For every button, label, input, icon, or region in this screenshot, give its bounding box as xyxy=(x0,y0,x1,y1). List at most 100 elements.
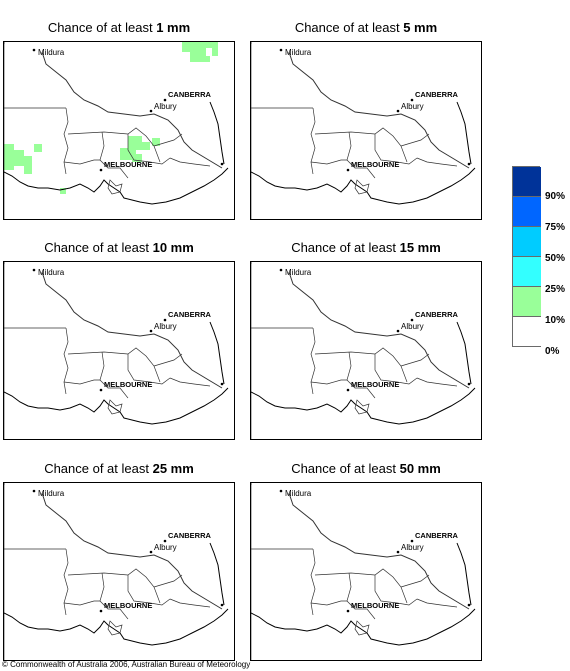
region-boundary xyxy=(416,377,458,387)
victoria-base-map: Mildura CANBERRA Albury MELBOURNE xyxy=(4,42,229,219)
region-boundary xyxy=(67,568,161,604)
city-marker xyxy=(149,550,153,554)
coastline xyxy=(4,608,229,646)
rain-probability-cell xyxy=(34,144,42,152)
region-boundary xyxy=(63,327,69,395)
city-marker xyxy=(396,329,400,333)
legend-swatch xyxy=(513,257,541,287)
panel-title: Chance of at least 5 mm xyxy=(294,20,438,35)
region-boundary xyxy=(209,321,225,385)
albury-label: Albury xyxy=(154,102,177,111)
city-marker xyxy=(346,609,350,613)
region-boundary xyxy=(169,157,211,167)
legend-label-50: 50% xyxy=(545,253,566,264)
region-boundary xyxy=(416,157,458,167)
region-boundary xyxy=(127,354,171,385)
mildura-label: Mildura xyxy=(38,489,65,498)
region-boundary xyxy=(63,379,100,385)
region-boundary xyxy=(63,548,69,616)
region-boundary xyxy=(374,134,418,165)
city-marker xyxy=(467,382,471,386)
panel-title: Chance of at least 25 mm xyxy=(44,461,194,476)
region-boundary xyxy=(310,548,316,616)
victoria-map: Mildura CANBERRA Albury MELBOURNE xyxy=(250,41,482,220)
region-boundary xyxy=(209,542,225,606)
region-boundary xyxy=(456,542,472,606)
region-boundary xyxy=(251,483,470,610)
albury-label: Albury xyxy=(401,543,424,552)
victoria-map: Mildura CANBERRA Albury MELBOURNE xyxy=(250,482,482,661)
city-marker xyxy=(467,603,471,607)
region-boundary xyxy=(346,351,376,399)
rain-probability-cell xyxy=(128,136,142,150)
victoria-base-map: Mildura CANBERRA Albury MELBOURNE xyxy=(4,483,229,660)
region-boundary xyxy=(107,399,123,415)
city-marker xyxy=(279,48,283,52)
city-marker xyxy=(99,388,103,392)
legend-swatch xyxy=(513,317,541,347)
city-marker xyxy=(149,109,153,113)
legend-swatch xyxy=(513,227,541,257)
region-boundary xyxy=(400,353,430,367)
city-marker xyxy=(32,48,36,52)
legend-swatch xyxy=(513,197,541,227)
coastline xyxy=(251,387,476,425)
city-marker xyxy=(279,268,283,272)
region-boundary xyxy=(169,598,211,608)
rain-probability-cell xyxy=(202,56,210,62)
region-boundary xyxy=(314,347,408,383)
region-boundary xyxy=(314,568,408,604)
albury-label: Albury xyxy=(401,322,424,331)
copyright-notice: © Commonwealth of Australia 2006, Austra… xyxy=(2,660,251,669)
coastline xyxy=(4,167,229,205)
canberra-label: CANBERRA xyxy=(168,90,212,99)
rain-probability-cell xyxy=(14,150,24,166)
region-boundary xyxy=(127,575,171,606)
region-boundary xyxy=(310,159,347,165)
region-boundary xyxy=(63,107,69,175)
canberra-label: CANBERRA xyxy=(415,310,459,319)
city-marker xyxy=(396,109,400,113)
region-boundary xyxy=(354,179,370,195)
region-boundary xyxy=(346,131,376,179)
mildura-label: Mildura xyxy=(38,268,65,277)
rain-probability-cell xyxy=(182,42,196,52)
region-boundary xyxy=(456,321,472,385)
rain-probability-cell xyxy=(206,42,218,48)
city-marker xyxy=(346,388,350,392)
region-boundary xyxy=(169,377,211,387)
canberra-label: CANBERRA xyxy=(415,90,459,99)
albury-label: Albury xyxy=(154,322,177,331)
canberra-label: CANBERRA xyxy=(415,531,459,540)
panel-title: Chance of at least 1 mm xyxy=(47,20,191,35)
region-boundary xyxy=(107,620,123,636)
city-marker xyxy=(220,603,224,607)
region-boundary xyxy=(127,134,171,165)
albury-label: Albury xyxy=(401,102,424,111)
legend-color-scale xyxy=(512,166,541,347)
legend-label-10: 10% xyxy=(545,315,566,326)
city-marker xyxy=(163,98,167,102)
city-marker xyxy=(346,168,350,172)
city-marker xyxy=(410,539,414,543)
rain-probability-cell xyxy=(132,154,142,162)
rain-probability-cell xyxy=(60,188,66,194)
region-boundary xyxy=(416,598,458,608)
region-boundary xyxy=(99,572,129,620)
region-boundary xyxy=(99,351,129,399)
panel-title: Chance of at least 15 mm xyxy=(291,240,441,255)
region-boundary xyxy=(4,42,223,169)
canberra-label: CANBERRA xyxy=(168,531,212,540)
city-marker xyxy=(220,162,224,166)
city-marker xyxy=(279,489,283,493)
legend-label-90: 90% xyxy=(545,191,566,202)
city-marker xyxy=(220,382,224,386)
rain-probability-cell xyxy=(142,142,150,150)
rain-probability-cell xyxy=(190,52,204,62)
melbourne-label: MELBOURNE xyxy=(104,380,152,389)
victoria-base-map: Mildura CANBERRA Albury MELBOURNE xyxy=(4,262,229,439)
mildura-label: Mildura xyxy=(38,48,65,57)
region-boundary xyxy=(310,379,347,385)
legend-swatch xyxy=(513,287,541,317)
region-boundary xyxy=(456,101,472,165)
